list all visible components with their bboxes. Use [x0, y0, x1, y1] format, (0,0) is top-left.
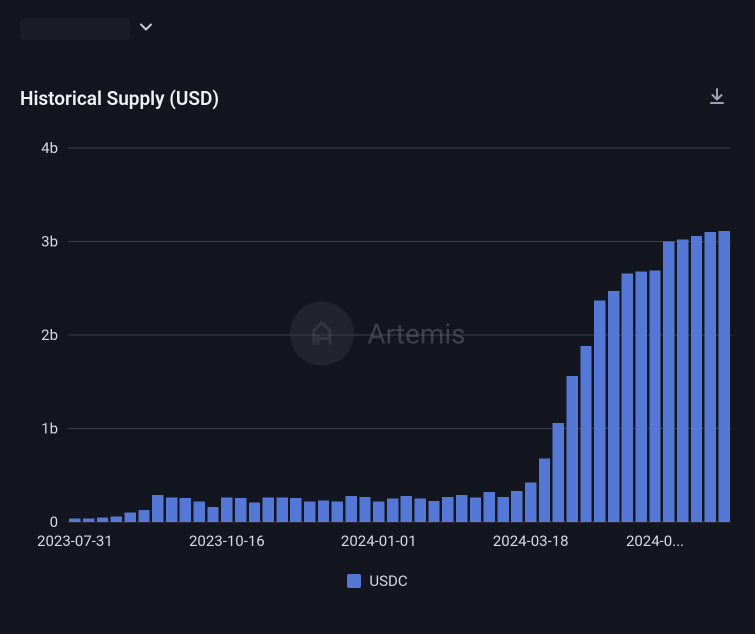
- bar: [221, 498, 232, 522]
- bar: [124, 513, 135, 522]
- historical-supply-chart: 0 1b 2b 3b 4b 2023-07-31 2023-10-16 2024-01-01 2…: [20, 138, 731, 558]
- bar: [442, 497, 453, 522]
- bar: [456, 495, 467, 522]
- bar: [152, 495, 163, 522]
- bar: [636, 271, 647, 522]
- chart-title: Historical Supply (USD): [20, 87, 219, 110]
- svg-text:2b: 2b: [41, 326, 58, 344]
- bar: [387, 499, 398, 522]
- bar: [497, 497, 508, 522]
- bar: [622, 273, 633, 522]
- svg-text:0: 0: [50, 513, 58, 531]
- bar: [470, 498, 481, 522]
- bar: [525, 483, 536, 522]
- bar: [332, 501, 343, 522]
- bar: [594, 300, 605, 522]
- bar: [304, 501, 315, 522]
- legend-swatch: [347, 574, 361, 588]
- bar: [83, 518, 94, 522]
- bar: [677, 240, 688, 522]
- bar: [553, 423, 564, 522]
- chevron-down-icon: [138, 19, 154, 39]
- svg-text:2024-0...: 2024-0...: [626, 532, 684, 550]
- svg-text:4b: 4b: [41, 139, 58, 157]
- svg-text:1b: 1b: [41, 420, 58, 438]
- bar: [263, 498, 274, 522]
- bar: [235, 498, 246, 522]
- bar: [428, 501, 439, 522]
- bar: [663, 242, 674, 523]
- bar: [69, 519, 80, 522]
- bar: [138, 510, 149, 522]
- bar: [207, 507, 218, 522]
- bar: [373, 501, 384, 522]
- dropdown-toggle[interactable]: [20, 18, 154, 40]
- bar: [194, 501, 205, 522]
- bar: [276, 498, 287, 522]
- bar: [345, 496, 356, 522]
- svg-text:2023-07-31: 2023-07-31: [37, 532, 113, 550]
- bar: [401, 496, 412, 522]
- bar: [97, 517, 108, 522]
- download-button[interactable]: [703, 82, 731, 114]
- bar: [580, 346, 591, 522]
- bar: [180, 498, 191, 522]
- bar: [691, 236, 702, 522]
- bar: [484, 492, 495, 522]
- svg-text:2023-10-16: 2023-10-16: [189, 532, 265, 550]
- bar: [608, 291, 619, 522]
- bar: [718, 231, 729, 522]
- svg-text:2024-03-18: 2024-03-18: [493, 532, 569, 550]
- legend: USDC: [0, 558, 755, 590]
- bar: [166, 498, 177, 522]
- bar: [290, 498, 301, 522]
- bar: [539, 458, 550, 522]
- svg-text:3b: 3b: [41, 233, 58, 251]
- bar: [318, 500, 329, 522]
- bar: [359, 497, 370, 522]
- bar: [511, 491, 522, 522]
- legend-label: USDC: [369, 572, 407, 590]
- bar: [566, 376, 577, 522]
- svg-text:2024-01-01: 2024-01-01: [341, 532, 417, 550]
- bar: [415, 499, 426, 522]
- bar: [705, 232, 716, 522]
- download-icon: [707, 86, 727, 106]
- bar: [649, 270, 660, 522]
- dropdown-placeholder: [20, 18, 130, 40]
- bar: [111, 516, 122, 522]
- bar: [249, 502, 260, 522]
